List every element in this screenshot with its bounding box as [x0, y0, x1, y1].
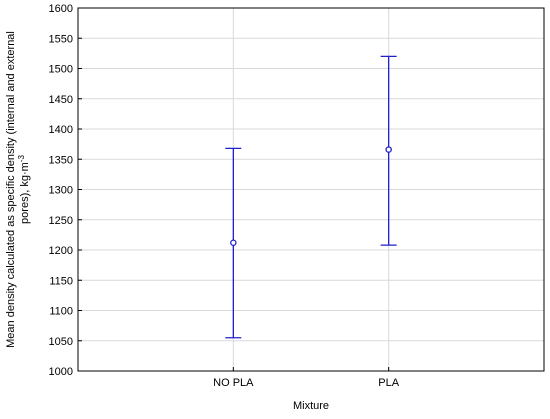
- y-tick-label: 1200: [49, 245, 73, 257]
- y-tick-label: 1250: [49, 215, 73, 227]
- x-axis-title: Mixture: [293, 400, 329, 412]
- y-tick-label: 1500: [49, 64, 73, 76]
- y-tick-label: 1000: [49, 366, 73, 378]
- mean-point: [385, 146, 392, 153]
- y-tick-label: 1300: [49, 185, 73, 197]
- y-tick-label: 1350: [49, 154, 73, 166]
- y-axis-title-line-2: pores), kg·m-3: [17, 155, 31, 224]
- y-tick-label: 1100: [49, 306, 73, 318]
- y-axis-title-unit-exponent: -3: [17, 155, 26, 163]
- y-tick-label: 1550: [49, 33, 73, 45]
- x-tick-label: PLA: [378, 377, 399, 389]
- mean-point: [230, 239, 237, 246]
- y-tick-label: 1450: [49, 94, 73, 106]
- y-tick-label: 1400: [49, 124, 73, 136]
- series: [225, 55, 397, 339]
- y-axis-title-line-1: Mean density calculated as specific dens…: [5, 31, 17, 348]
- y-tick-label: 1150: [49, 275, 73, 287]
- grid: [78, 7, 544, 372]
- y-axis-ticks: 1000 1050 1100 1150 1200 1250 1300 1350 1400 1450…: [49, 3, 82, 378]
- x-axis-ticks: NO PLA PLA: [213, 367, 400, 389]
- y-tick-label: 1600: [49, 3, 73, 15]
- y-axis-title-unit: pores), kg·m: [19, 162, 31, 224]
- x-tick-label: NO PLA: [213, 377, 254, 389]
- y-tick-label: 1050: [49, 336, 73, 348]
